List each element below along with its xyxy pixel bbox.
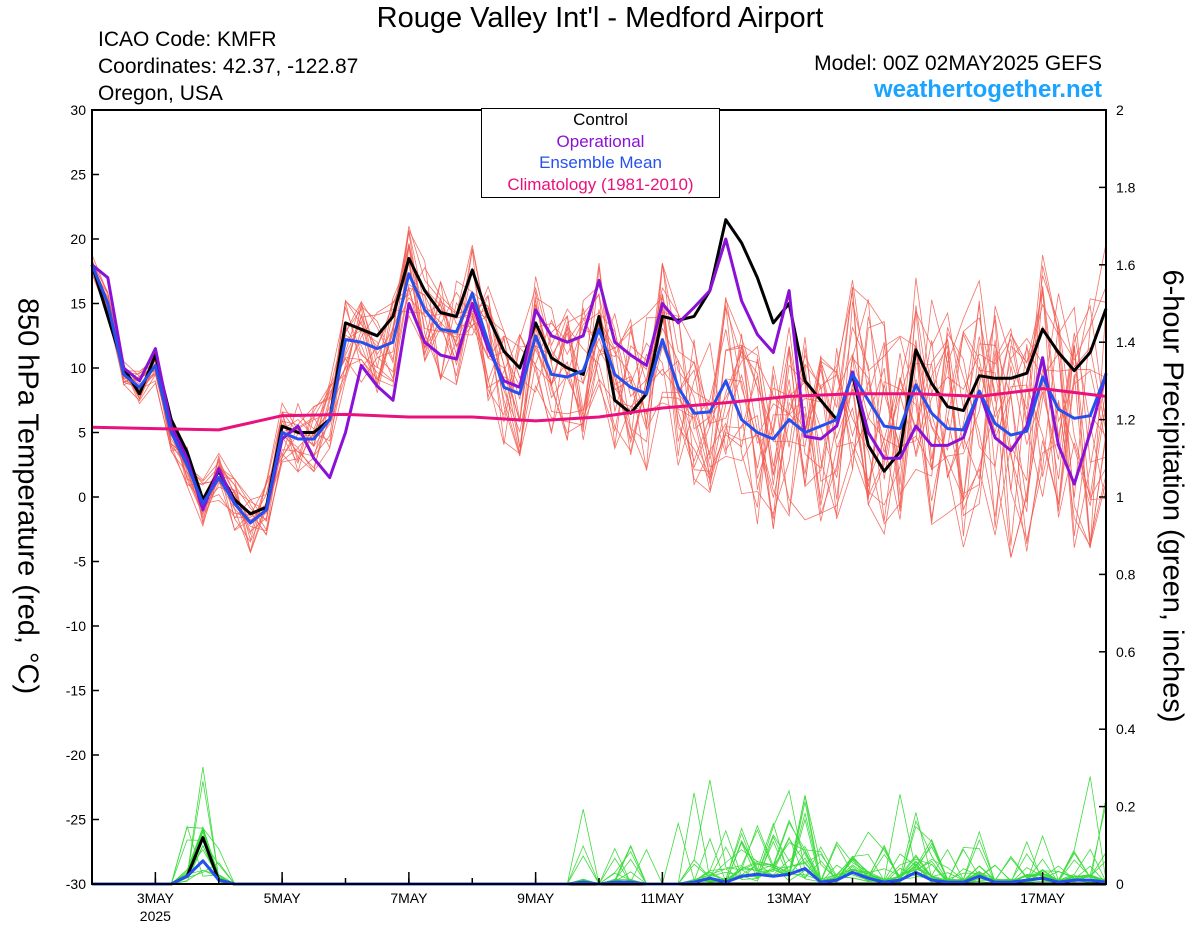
temperature-member-line	[91, 273, 1107, 542]
ensemble-mean-temperature-line	[90, 264, 1108, 525]
legend: Control Operational Ensemble Mean Climat…	[481, 108, 720, 198]
precipitation-member-line	[92, 796, 1107, 885]
y-tick-label-left: -5	[74, 554, 87, 570]
y-tick-label-left: 10	[70, 360, 86, 376]
y-tick-label-left: 25	[70, 167, 86, 183]
climatology-line	[91, 387, 1107, 432]
temperature-member-line	[91, 262, 1107, 522]
y-tick-label-left: 20	[70, 231, 86, 247]
precipitation-member-line	[92, 835, 1107, 885]
chart-title: Rouge Valley Int'l - Medford Airport	[376, 2, 824, 34]
axes: 302520151050-5-10-15-20-25-3021.81.61.41…	[66, 102, 1136, 924]
precipitation-member-line	[92, 766, 1107, 885]
y-tick-label-left: -15	[66, 683, 86, 699]
y-tick-label-left: 15	[70, 296, 86, 312]
x-tick-label: 15MAY	[893, 890, 939, 906]
y-tick-label-right: 2	[1116, 102, 1124, 118]
precipitation-member-line	[92, 792, 1107, 885]
x-tick-label: 11MAY	[640, 890, 684, 906]
y-tick-label-right: 1	[1116, 489, 1124, 505]
temperature-member-line	[91, 245, 1107, 553]
y-tick-label-right: 0.6	[1116, 644, 1136, 660]
legend-operational: Operational	[556, 131, 645, 151]
ensemble-member-precipitation-lines	[92, 766, 1107, 886]
x-tick-label: 5MAY	[264, 890, 302, 906]
y-tick-label-right: 0.2	[1116, 799, 1136, 815]
temperature-member-line	[91, 261, 1107, 558]
y-tick-label-right: 0.4	[1116, 721, 1136, 737]
coordinates: Coordinates: 42.37, -122.87	[98, 55, 359, 78]
y-tick-label-left: 30	[70, 102, 86, 118]
y-tick-label-left: -20	[66, 747, 86, 763]
y-tick-label-left: -25	[66, 812, 86, 828]
precipitation-member-line	[92, 795, 1107, 885]
model-run: Model: 00Z 02MAY2025 GEFS	[814, 52, 1102, 75]
temperature-member-line	[91, 257, 1107, 554]
precipitation-member-line	[92, 812, 1107, 886]
precipitation-member-line	[92, 818, 1107, 885]
y-tick-label-left: 5	[78, 425, 86, 441]
y-axis-label-left: 850 hPa Temperature (red, °C)	[11, 297, 44, 695]
y-tick-label-right: 0	[1116, 876, 1124, 892]
y-tick-label-left: -10	[66, 618, 86, 634]
y-tick-label-right: 1.6	[1116, 257, 1136, 273]
precipitation-member-line	[92, 819, 1107, 885]
control-temperature-line	[90, 218, 1108, 516]
temperature-member-line	[91, 245, 1107, 548]
x-tick-sublabel: 2025	[140, 908, 171, 924]
x-tick-label: 9MAY	[517, 890, 555, 906]
y-axis-label-right: 6-hour Precipitation (green, inches)	[1156, 269, 1189, 723]
y-tick-label-right: 1.4	[1116, 334, 1136, 350]
temperature-member-line	[91, 268, 1107, 528]
y-tick-label-right: 1.8	[1116, 179, 1136, 195]
precipitation-member-line	[92, 779, 1107, 885]
x-tick-label: 3MAY	[137, 890, 175, 906]
x-tick-label: 13MAY	[767, 890, 813, 906]
icao-code: ICAO Code: KMFR	[98, 28, 277, 51]
website-link[interactable]: weathertogether.net	[873, 76, 1102, 103]
precipitation-member-line	[92, 804, 1107, 885]
temperature-member-line	[91, 249, 1107, 537]
precipitation-member-line	[92, 819, 1107, 885]
legend-control: Control	[573, 110, 628, 129]
precipitation-member-line	[92, 794, 1107, 885]
legend-ensemble-mean: Ensemble Mean	[539, 153, 662, 172]
temperature-member-line	[91, 232, 1107, 536]
x-tick-label: 7MAY	[390, 890, 428, 906]
main-series-lines	[90, 218, 1108, 886]
region: Oregon, USA	[98, 82, 223, 105]
x-tick-label: 17MAY	[1020, 890, 1066, 906]
y-tick-label-left: -30	[66, 876, 86, 892]
y-tick-label-left: 0	[78, 489, 86, 505]
legend-climatology: Climatology (1981-2010)	[507, 174, 694, 194]
precipitation-member-line	[92, 797, 1107, 885]
precipitation-member-line	[92, 824, 1107, 885]
y-tick-label-right: 1.2	[1116, 412, 1136, 428]
y-tick-label-right: 0.8	[1116, 566, 1136, 582]
